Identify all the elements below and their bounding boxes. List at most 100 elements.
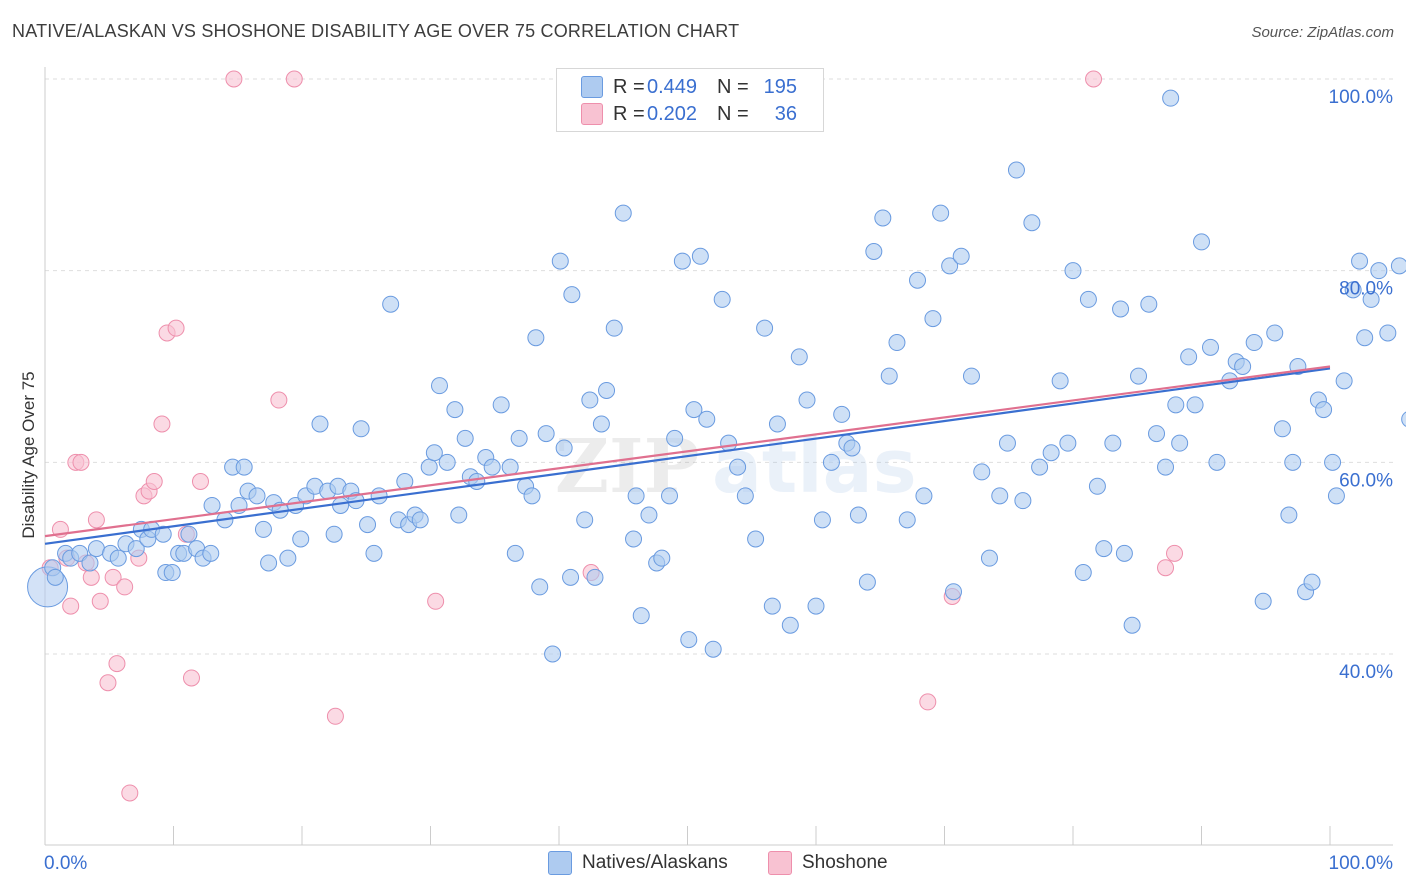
point-natives <box>1014 492 1032 510</box>
point-natives <box>446 401 464 419</box>
point-natives <box>501 458 519 476</box>
point-natives <box>154 525 172 543</box>
point-natives <box>813 511 831 529</box>
point-natives <box>1123 616 1141 634</box>
point-natives <box>202 544 220 562</box>
point-shoshone <box>116 578 134 596</box>
legend-r-value: 0.202 <box>647 102 698 125</box>
point-natives <box>1140 295 1158 313</box>
point-natives <box>627 487 645 505</box>
bottom-legend-swatch-blue <box>548 851 572 875</box>
point-natives <box>1234 358 1252 375</box>
point-natives <box>1208 453 1226 471</box>
point-natives <box>382 295 400 313</box>
legend-row-natives: R = 0.449 N = 195 <box>581 75 797 99</box>
point-natives <box>163 564 181 582</box>
point-natives <box>411 511 429 529</box>
point-natives <box>1115 544 1133 562</box>
point-natives <box>279 549 297 567</box>
point-natives <box>1303 573 1321 591</box>
point-natives <box>1379 324 1397 342</box>
point-shoshone <box>87 511 105 529</box>
point-natives <box>581 391 599 409</box>
point-shoshone <box>427 592 445 610</box>
point-shoshone <box>919 693 937 711</box>
point-natives <box>563 286 581 304</box>
point-natives <box>109 549 127 567</box>
bottom-legend-swatch-pink <box>768 851 792 875</box>
legend-n-label: N = <box>717 75 749 98</box>
axes <box>44 67 1393 846</box>
point-natives <box>203 496 221 514</box>
y-tick-label-80: 80.0% <box>1339 279 1393 300</box>
point-shoshone <box>121 784 139 802</box>
point-shoshone <box>153 415 171 433</box>
legend-r-value: 0.449 <box>647 75 698 98</box>
bottom-legend-shoshone: Shoshone <box>768 851 888 875</box>
chart-title: NATIVE/ALASKAN VS SHOSHONE DISABILITY AG… <box>12 21 740 41</box>
point-natives <box>562 568 580 586</box>
point-natives <box>1335 372 1353 390</box>
point-natives <box>874 209 892 227</box>
point-natives <box>483 458 501 476</box>
legend-row-shoshone: R = 0.202 N = 36 <box>581 102 797 126</box>
point-natives <box>1031 458 1049 476</box>
point-natives <box>592 415 610 433</box>
point-natives <box>468 473 486 490</box>
point-natives <box>81 554 99 572</box>
point-natives <box>1351 252 1369 270</box>
trendline-shoshone <box>44 365 1331 538</box>
point-shoshone <box>1166 544 1184 562</box>
point-natives <box>673 252 691 270</box>
point-natives <box>1201 338 1219 356</box>
point-natives <box>598 381 616 399</box>
point-natives <box>822 453 840 471</box>
point-shoshone <box>62 597 80 615</box>
point-shoshone <box>285 70 303 88</box>
point-natives <box>843 439 861 457</box>
point-shoshone <box>1157 559 1175 577</box>
point-natives <box>1095 540 1113 558</box>
point-natives <box>625 530 643 548</box>
point-natives <box>640 506 658 524</box>
point-natives <box>1167 396 1185 414</box>
point-natives <box>632 607 650 625</box>
point-shoshone <box>145 473 163 490</box>
point-shoshone <box>191 473 209 490</box>
point-natives <box>781 616 799 634</box>
point-natives <box>425 444 443 462</box>
point-natives <box>127 540 145 558</box>
point-natives <box>438 453 456 471</box>
point-natives <box>420 458 438 476</box>
source-credit: Source: ZipAtlas.com <box>1251 24 1394 41</box>
point-natives <box>1130 367 1148 385</box>
point-natives <box>1007 161 1025 179</box>
point-natives <box>46 568 64 586</box>
legend-n-label: N = <box>717 102 749 125</box>
point-natives <box>1401 411 1406 427</box>
tick-labels: 40.0% 60.0% 80.0% 100.0% 0.0% 100.0% <box>44 87 1393 874</box>
point-natives <box>1370 262 1388 280</box>
point-natives <box>292 530 310 548</box>
x-tick-label-max: 100.0% <box>1329 853 1394 874</box>
point-natives <box>1254 592 1272 610</box>
point-natives <box>1356 329 1374 347</box>
point-natives <box>1273 420 1291 438</box>
point-natives <box>260 554 278 572</box>
legend-r-label: R = <box>613 102 645 125</box>
point-natives <box>1079 290 1097 308</box>
point-natives <box>768 415 786 433</box>
point-natives <box>998 434 1016 452</box>
point-natives <box>456 429 474 447</box>
point-shoshone <box>82 568 100 586</box>
point-natives <box>325 525 343 543</box>
point-shoshone <box>72 453 90 471</box>
point-natives <box>332 496 350 514</box>
point-natives <box>1171 434 1189 452</box>
legend-swatch-pink <box>581 103 603 125</box>
point-natives <box>736 487 754 505</box>
point-natives <box>605 319 623 337</box>
point-natives <box>858 573 876 591</box>
point-natives <box>614 204 632 222</box>
